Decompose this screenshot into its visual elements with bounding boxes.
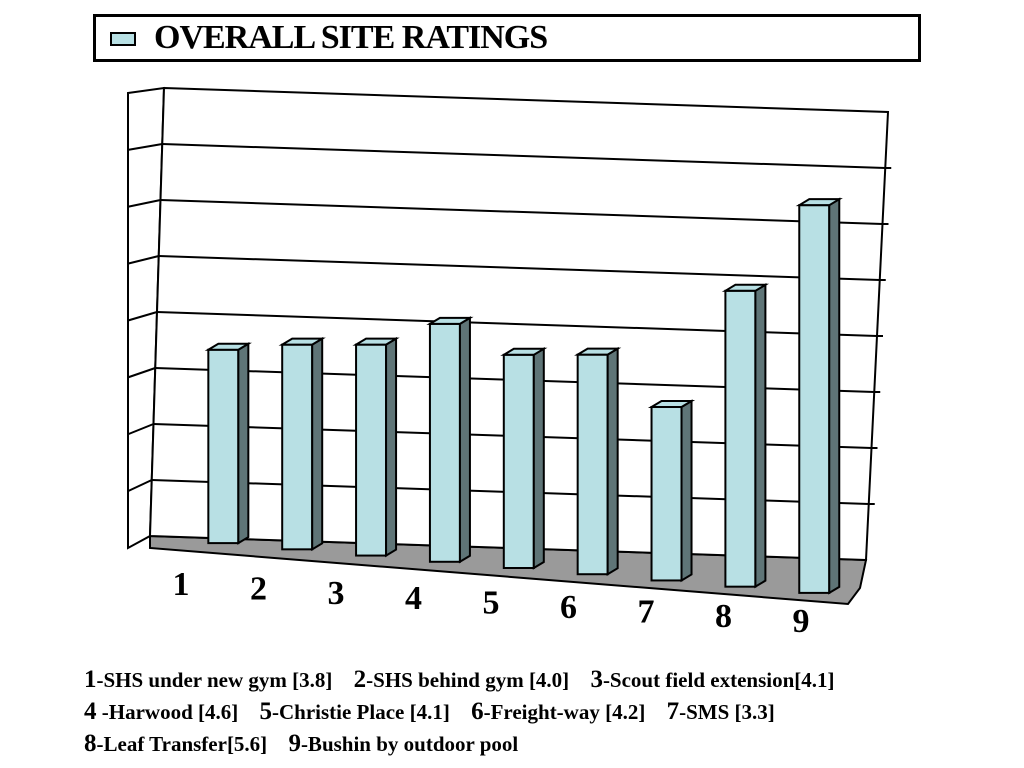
bar-face — [207, 348, 240, 545]
bar — [352, 336, 400, 558]
bar — [278, 336, 326, 552]
caption-item-number: 3 — [590, 666, 603, 693]
bar-face — [650, 406, 683, 582]
caption-item-number: 2 — [353, 666, 367, 693]
bar — [647, 399, 696, 583]
bar-side — [606, 346, 619, 576]
bar-side — [754, 283, 767, 589]
side-gridline — [127, 423, 154, 436]
bar-face — [724, 289, 757, 588]
caption-item-number: 4 — [84, 698, 97, 725]
side-gridline — [127, 367, 156, 379]
bar-side — [237, 341, 250, 545]
chart-legend: OVERALL SITE RATINGS — [93, 14, 921, 62]
caption-item-number: 6 — [471, 698, 484, 725]
back-gridline — [162, 143, 886, 169]
bar-top — [574, 347, 622, 356]
bar-side — [828, 197, 841, 595]
caption-item-text: -Leaf Transfer[5.6] — [96, 732, 268, 756]
bar-top — [721, 283, 770, 292]
side-gridline — [127, 311, 158, 322]
bar-face — [502, 353, 535, 569]
bar-top — [204, 342, 252, 351]
x-tick-label: 2 — [250, 571, 267, 608]
bar-side — [385, 336, 398, 558]
caption-item-text: -SMS [3.3] — [679, 700, 775, 724]
x-tick-label: 9 — [793, 603, 810, 640]
caption-item-number: 7 — [666, 698, 680, 725]
bar-face — [428, 322, 461, 563]
caption-item: 9-Bushin by outdoor pool — [288, 730, 519, 757]
side-gridline — [127, 143, 163, 151]
bar — [426, 316, 474, 564]
caption-item: 2-SHS behind gym [4.0] — [353, 666, 570, 693]
bar-top — [500, 347, 548, 356]
bar-top — [352, 337, 400, 346]
caption-item-number: 1 — [84, 666, 97, 693]
bar-face — [798, 204, 831, 594]
back-gridline — [158, 255, 880, 281]
caption-item-text: -SHS behind gym [4.0] — [366, 668, 570, 692]
bar — [204, 341, 252, 545]
bar-chart: 1 2 3 4 5 6 7 8 9 — [127, 86, 892, 640]
bar-face — [281, 343, 314, 551]
caption-item: 7-SMS [3.3] — [666, 698, 775, 725]
bar — [500, 347, 548, 570]
x-tick-label: 6 — [560, 589, 577, 626]
x-tick-label: 7 — [638, 594, 655, 631]
x-tick-label: 3 — [328, 575, 345, 612]
x-tick-label: 4 — [405, 580, 422, 617]
bar-side — [311, 336, 324, 552]
caption-item-text: -Bushin by outdoor pool — [300, 732, 519, 756]
x-tick-labels: 1 2 3 4 5 6 7 8 9 — [173, 566, 810, 640]
caption-item: 3-Scout field extension[4.1] — [590, 666, 835, 693]
caption-item: 1-SHS under new gym [3.8] — [84, 666, 333, 693]
caption-item-text: -Freight-way [4.2] — [483, 700, 646, 724]
bar-side — [458, 316, 471, 564]
caption-item: 8-Leaf Transfer[5.6] — [84, 730, 268, 757]
bar-top — [426, 316, 474, 325]
caption-item-number: 5 — [259, 698, 272, 725]
caption-item-number: 8 — [84, 730, 97, 757]
bar — [574, 346, 622, 576]
bar-face — [576, 353, 609, 576]
back-gridline — [160, 199, 883, 225]
side-gridline — [127, 479, 153, 493]
caption-item: 5-Christie Place [4.1] — [259, 698, 450, 725]
side-gridline — [127, 199, 161, 208]
chart-bars — [204, 197, 843, 595]
x-tick-label: 1 — [173, 566, 190, 603]
chart-walls — [127, 86, 892, 606]
bar-top — [278, 337, 326, 346]
site-caption: 1-SHS under new gym [3.8] 2-SHS behind g… — [84, 664, 964, 760]
caption-item: 4 -Harwood [4.6] — [84, 698, 239, 725]
caption-item-text: -SHS under new gym [3.8] — [96, 668, 333, 692]
caption-item-number: 9 — [288, 730, 301, 757]
bar — [721, 283, 770, 589]
x-tick-label: 5 — [483, 584, 500, 621]
caption-item: 6-Freight-way [4.2] — [471, 698, 646, 725]
legend-label: OVERALL SITE RATINGS — [154, 19, 548, 56]
x-tick-label: 8 — [715, 598, 732, 635]
caption-item-text: -Scout field extension[4.1] — [602, 668, 835, 692]
bar-face — [355, 343, 388, 557]
bar — [795, 197, 843, 595]
side-gridline — [127, 255, 159, 265]
legend-swatch — [110, 32, 136, 46]
bar-top — [647, 400, 696, 409]
caption-item-text: -Harwood [4.6] — [96, 700, 239, 724]
caption-item-text: -Christie Place [4.1] — [271, 700, 450, 724]
bar-side — [680, 399, 693, 583]
bar-side — [532, 347, 545, 570]
bar-top — [795, 198, 843, 207]
